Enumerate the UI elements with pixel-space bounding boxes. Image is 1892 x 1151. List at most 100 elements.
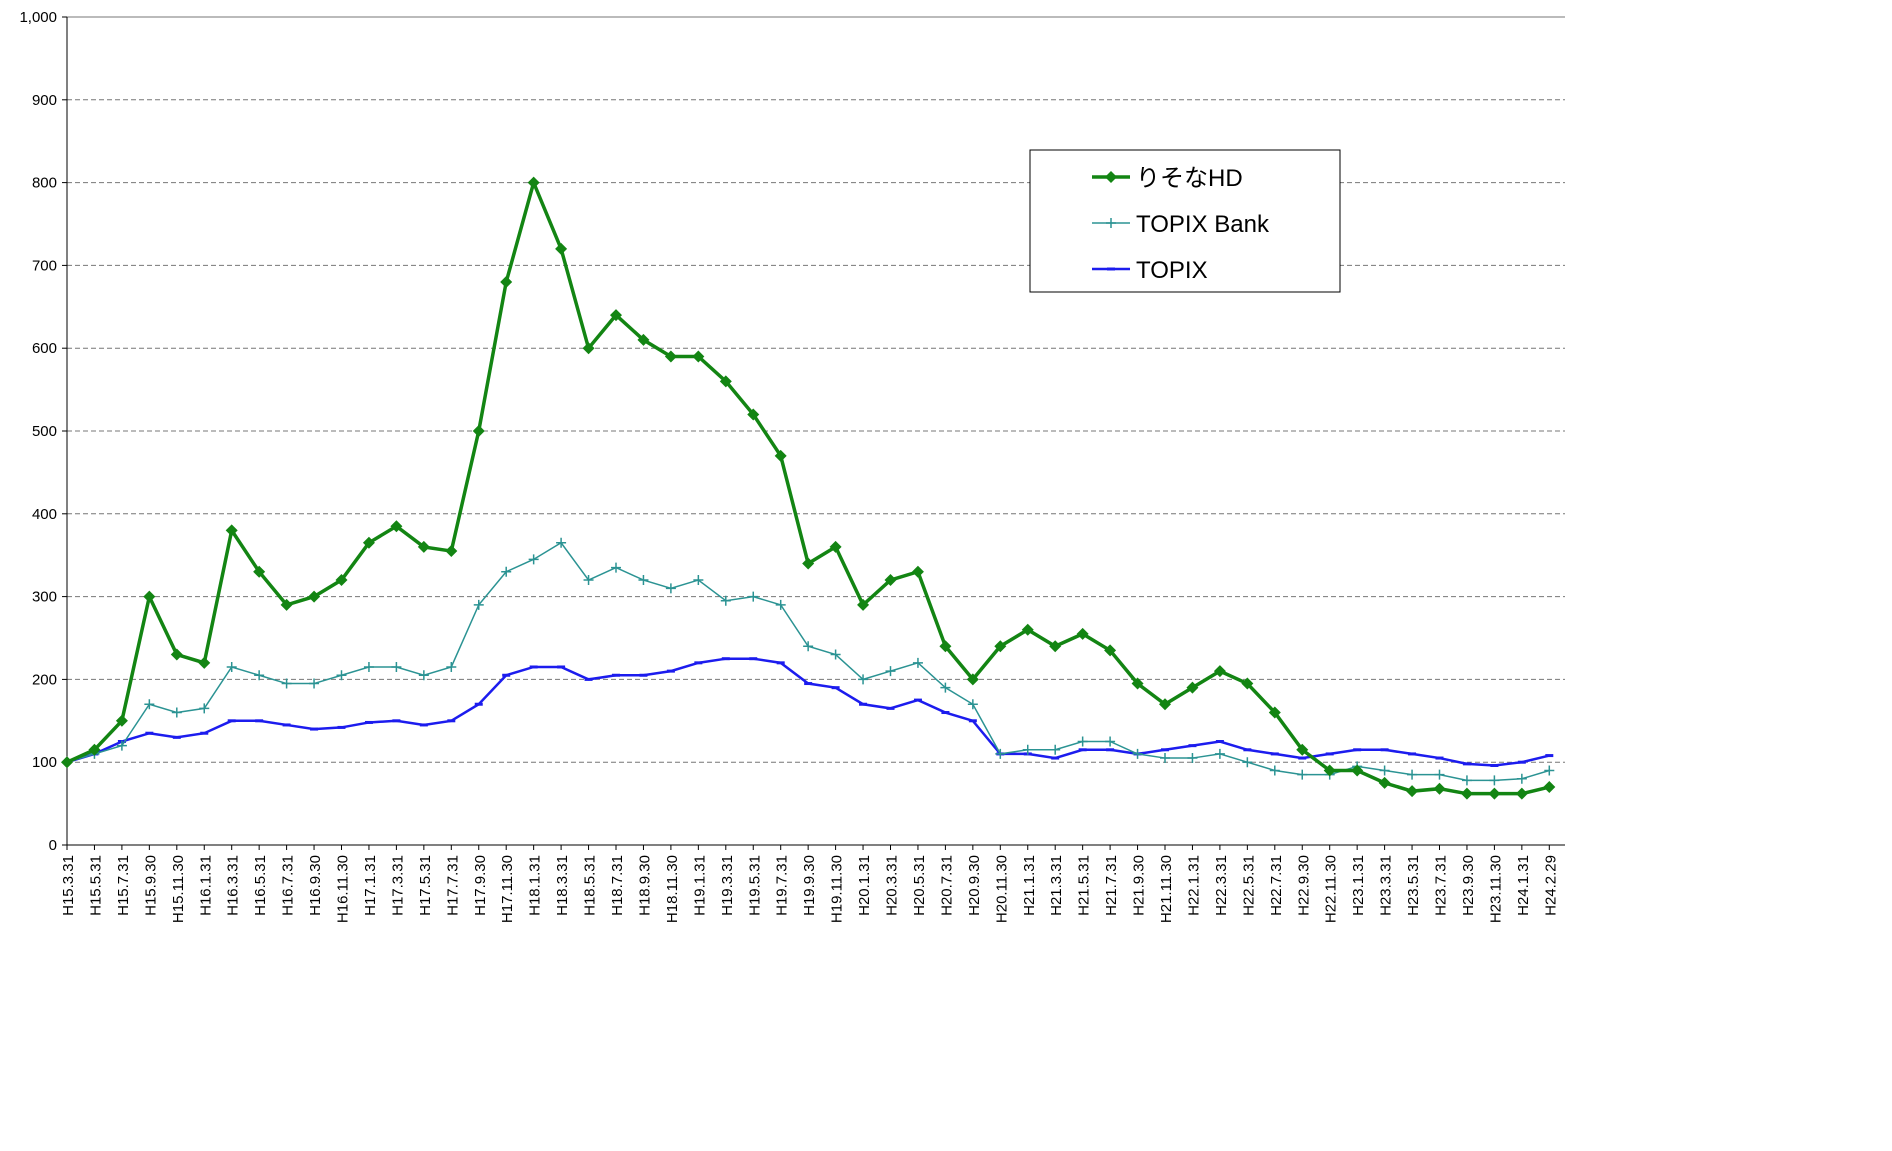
x-tick-label: H23.7.31 (1433, 855, 1450, 916)
x-tick-label: H17.7.31 (444, 855, 461, 916)
marker (418, 670, 429, 681)
marker (1104, 644, 1117, 657)
marker (994, 640, 1007, 653)
marker (1050, 744, 1061, 755)
marker (637, 333, 650, 346)
marker (472, 425, 485, 437)
marker (1021, 623, 1034, 636)
x-tick-label: H20.11.30 (993, 855, 1010, 923)
y-tick-label: 400 (32, 506, 57, 523)
marker (445, 545, 458, 558)
marker (363, 661, 374, 672)
marker (1296, 743, 1309, 756)
y-tick-label: 500 (32, 423, 57, 440)
marker (390, 520, 403, 533)
marker (473, 599, 484, 610)
x-tick-label: H17.11.30 (499, 855, 516, 923)
marker (885, 666, 896, 677)
marker (830, 649, 841, 660)
marker (1131, 677, 1144, 690)
marker (1516, 773, 1527, 784)
marker (1187, 753, 1198, 764)
marker (638, 575, 649, 586)
marker (1268, 706, 1281, 719)
y-tick-label: 700 (32, 257, 57, 274)
marker (226, 661, 237, 672)
marker (1297, 769, 1308, 780)
series (61, 176, 1556, 800)
legend-label: りそなHD (1136, 165, 1243, 192)
marker (1515, 787, 1528, 800)
marker (1159, 698, 1171, 711)
marker (1460, 787, 1473, 800)
x-tick-label: H19.3.31 (719, 855, 736, 916)
x-tick-label: H15.5.31 (87, 855, 104, 916)
marker (665, 583, 676, 594)
x-tick-label: H18.11.30 (664, 855, 681, 923)
marker (1077, 736, 1088, 747)
marker (1105, 171, 1117, 183)
marker (254, 670, 265, 681)
marker (912, 657, 923, 668)
marker (555, 242, 568, 255)
x-tick-label: H15.11.30 (170, 855, 187, 923)
marker (308, 590, 321, 603)
marker (583, 575, 594, 586)
x-tick-label: H18.3.31 (554, 855, 571, 916)
marker (1433, 782, 1446, 795)
marker (693, 575, 704, 586)
marker (582, 342, 595, 355)
marker (1434, 769, 1445, 780)
marker (115, 714, 128, 727)
x-tick-label: H23.9.30 (1460, 855, 1477, 916)
marker (748, 591, 759, 602)
marker (1132, 748, 1143, 759)
marker (225, 524, 238, 537)
x-tick-label: H21.11.30 (1158, 855, 1175, 923)
x-tick-label: H22.7.31 (1268, 855, 1285, 916)
marker (1241, 677, 1254, 690)
x-tick-label: H17.3.31 (389, 855, 406, 916)
x-tick-label: H17.5.31 (417, 855, 434, 916)
marker (747, 408, 760, 421)
marker (309, 678, 320, 689)
x-tick-label: H22.11.30 (1323, 855, 1340, 923)
marker (858, 674, 869, 685)
marker (664, 350, 677, 363)
marker (966, 673, 979, 686)
x-tick-label: H16.9.30 (307, 855, 324, 916)
marker (803, 641, 814, 652)
x-tick-label: H21.7.31 (1103, 855, 1120, 916)
legend-label: TOPIX Bank (1136, 211, 1270, 238)
marker (1406, 785, 1419, 798)
marker (1544, 765, 1555, 776)
marker (1242, 757, 1253, 768)
x-tick-label: H21.9.30 (1131, 855, 1148, 916)
x-tick-label: H21.5.31 (1076, 855, 1093, 916)
series (63, 657, 1554, 768)
marker (1407, 769, 1418, 780)
marker (199, 703, 210, 714)
marker (1378, 776, 1391, 789)
marker (362, 536, 375, 549)
x-tick-label: H21.3.31 (1048, 855, 1065, 916)
marker (911, 565, 924, 578)
marker (253, 565, 266, 578)
marker (281, 678, 292, 689)
marker (967, 699, 978, 710)
x-tick-label: H15.3.31 (60, 855, 77, 916)
x-tick-label: H20.7.31 (938, 855, 955, 916)
marker (446, 661, 457, 672)
series (62, 537, 1555, 786)
x-tick-label: H19.1.31 (691, 855, 708, 916)
x-tick-label: H23.5.31 (1405, 855, 1422, 916)
marker (1488, 787, 1501, 800)
y-tick-label: 100 (32, 754, 57, 771)
y-tick-label: 300 (32, 589, 57, 606)
marker (829, 540, 842, 553)
marker (501, 566, 512, 577)
x-tick-label: H18.9.30 (636, 855, 653, 916)
x-tick-label: H22.5.31 (1240, 855, 1257, 916)
x-tick-label: H18.1.31 (527, 855, 544, 916)
x-tick-label: H18.7.31 (609, 855, 626, 916)
